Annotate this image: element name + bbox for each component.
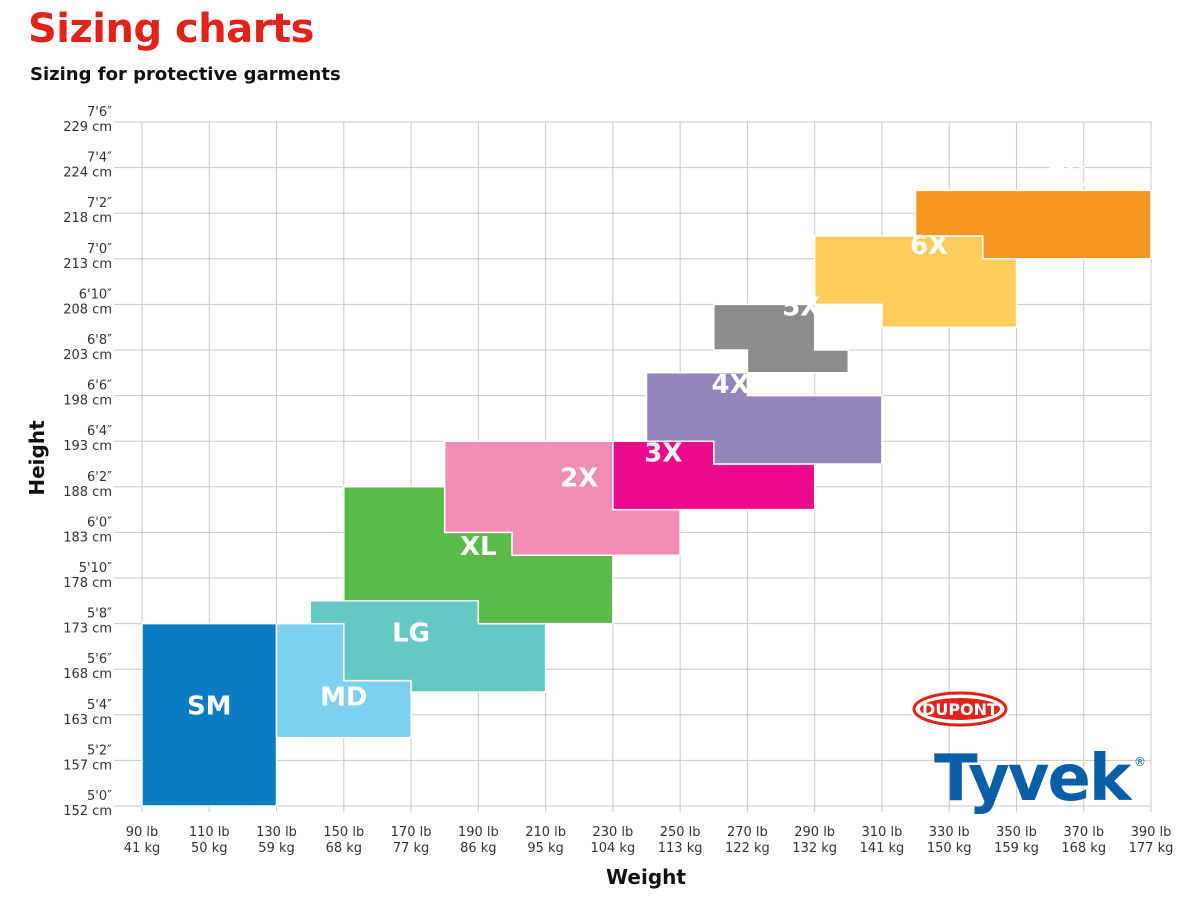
y-tick-label-cm: 157 cm <box>63 758 112 773</box>
y-tick-label-cm: 163 cm <box>63 713 112 728</box>
y-tick-label-cm: 168 cm <box>63 667 112 682</box>
x-tick-label-lb: 330 lb <box>929 825 970 840</box>
y-tick-label-ft: 6'8″ <box>87 333 112 348</box>
x-tick-label-lb: 170 lb <box>391 825 432 840</box>
y-tick-label-cm: 213 cm <box>63 257 112 272</box>
dupont-oval-logo: DUPONT <box>912 691 1008 727</box>
y-tick-label-ft: 6'4″ <box>87 424 112 439</box>
x-tick-label-lb: 390 lb <box>1131 825 1172 840</box>
y-tick-label-ft: 6'2″ <box>87 470 112 485</box>
x-tick-label-lb: 310 lb <box>862 825 903 840</box>
y-tick-label-ft: 7'6″ <box>87 105 112 120</box>
x-tick-label-lb: 90 lb <box>126 825 159 840</box>
page-title: Sizing charts <box>28 6 314 52</box>
x-tick-label-kg: 77 kg <box>393 841 429 856</box>
page-subtitle: Sizing for protective garments <box>30 64 341 85</box>
region-7x <box>914 189 1152 260</box>
y-tick-label-ft: 5'0″ <box>87 789 112 804</box>
y-tick-label-ft: 5'2″ <box>87 743 112 758</box>
y-tick-label-cm: 152 cm <box>63 804 112 819</box>
size-labels: SM MD LG XL 2X 3X 4X 5X 6X 7X <box>187 163 1086 722</box>
x-tick-label-kg: 68 kg <box>326 841 362 856</box>
x-tick-label-lb: 110 lb <box>189 825 230 840</box>
x-tick-label-lb: 350 lb <box>996 825 1037 840</box>
y-tick-label-cm: 173 cm <box>63 622 112 637</box>
x-tick-label-kg: 59 kg <box>258 841 294 856</box>
y-tick-label-ft: 5'4″ <box>87 698 112 713</box>
region-4x <box>645 372 883 465</box>
y-tick-label-ft: 7'2″ <box>87 196 112 211</box>
y-tick-label-ft: 7'0″ <box>87 242 112 257</box>
y-tick-label-cm: 208 cm <box>63 302 112 317</box>
tyvek-wordmark: Tyvek <box>934 742 1133 816</box>
x-tick-label-kg: 95 kg <box>527 841 563 856</box>
y-tick-label-cm: 188 cm <box>63 485 112 500</box>
region-label-5x: 5X <box>782 293 820 323</box>
x-tick-label-lb: 370 lb <box>1063 825 1104 840</box>
y-tick-label-cm: 198 cm <box>63 394 112 409</box>
dupont-tyvek-logo: DUPONT Tyvek ® <box>912 691 1146 816</box>
x-tick-label-kg: 122 kg <box>725 841 770 856</box>
y-tick-label-cm: 203 cm <box>63 348 112 363</box>
size-regions <box>141 189 1152 807</box>
y-tick-label-cm: 183 cm <box>63 530 112 545</box>
x-tick-label-kg: 177 kg <box>1129 841 1174 856</box>
y-tick-label-ft: 5'6″ <box>87 652 112 667</box>
x-axis-title: Weight <box>606 865 686 889</box>
region-label-sm: SM <box>187 692 232 722</box>
x-tick-label-kg: 168 kg <box>1061 841 1106 856</box>
x-tick-label-lb: 150 lb <box>323 825 364 840</box>
region-label-4x: 4X <box>712 370 750 400</box>
x-tick-label-kg: 104 kg <box>590 841 635 856</box>
y-tick-label-cm: 218 cm <box>63 211 112 226</box>
dupont-wordmark: DUPONT <box>922 700 998 719</box>
region-label-md: MD <box>320 683 367 713</box>
y-tick-label-ft: 5'10″ <box>79 561 112 576</box>
region-5x <box>713 303 850 374</box>
x-tick-label-lb: 130 lb <box>256 825 297 840</box>
y-axis-title: Height <box>25 420 49 496</box>
y-tick-label-cm: 224 cm <box>63 166 112 181</box>
y-tick-label-cm: 178 cm <box>63 576 112 591</box>
y-tick-label-ft: 6'10″ <box>79 287 112 302</box>
y-tick-label-cm: 193 cm <box>63 439 112 454</box>
x-tick-label-lb: 190 lb <box>458 825 499 840</box>
x-tick-label-kg: 141 kg <box>860 841 905 856</box>
y-tick-label-cm: 229 cm <box>63 120 112 135</box>
region-label-7x: 7X <box>1048 163 1086 193</box>
x-tick-label-lb: 250 lb <box>660 825 701 840</box>
x-tick-label-lb: 290 lb <box>794 825 835 840</box>
x-tick-label-kg: 41 kg <box>124 841 160 856</box>
x-tick-label-lb: 270 lb <box>727 825 768 840</box>
region-label-6x: 6X <box>910 231 948 261</box>
y-tick-label-ft: 6'6″ <box>87 379 112 394</box>
y-tick-label-ft: 6'0″ <box>87 515 112 530</box>
x-tick-label-kg: 50 kg <box>191 841 227 856</box>
x-tick-label-kg: 150 kg <box>927 841 972 856</box>
y-tick-label-ft: 5'8″ <box>87 607 112 622</box>
region-label-lg: LG <box>392 619 430 649</box>
registered-mark: ® <box>1134 755 1146 769</box>
x-tick-label-kg: 159 kg <box>994 841 1039 856</box>
region-label-2x: 2X <box>560 464 598 494</box>
x-tick-label-lb: 230 lb <box>592 825 633 840</box>
x-tick-label-kg: 113 kg <box>658 841 703 856</box>
region-label-3x: 3X <box>644 439 682 469</box>
x-tick-label-kg: 86 kg <box>460 841 496 856</box>
x-tick-label-lb: 210 lb <box>525 825 566 840</box>
y-tick-label-ft: 7'4″ <box>87 151 112 166</box>
region-label-xl: XL <box>460 532 497 562</box>
y-tick-labels: 5'0″152 cm 5'2″157 cm 5'4″163 cm 5'6″168 cm… <box>63 105 112 819</box>
x-tick-label-kg: 132 kg <box>792 841 837 856</box>
